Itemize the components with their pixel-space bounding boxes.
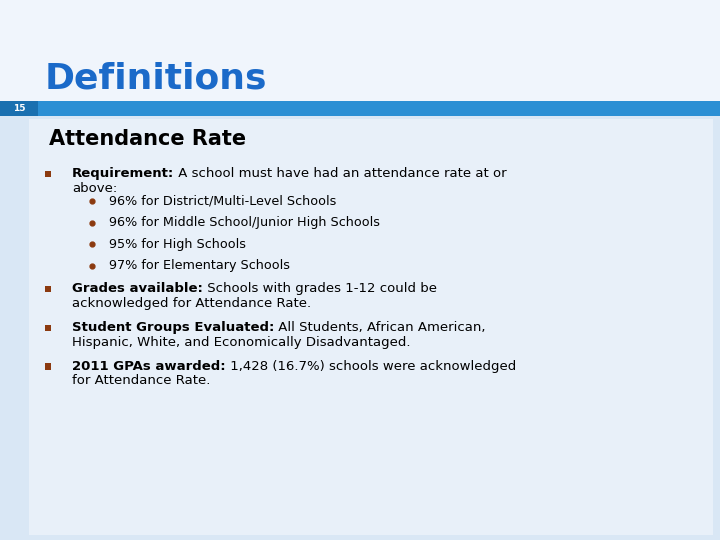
Text: A school must have had an attendance rate at or: A school must have had an attendance rat… xyxy=(174,167,507,180)
Text: Grades available:: Grades available: xyxy=(72,282,203,295)
Text: 95% for High Schools: 95% for High Schools xyxy=(109,238,246,251)
Text: 96% for District/Multi-Level Schools: 96% for District/Multi-Level Schools xyxy=(109,194,337,207)
Bar xyxy=(0,0,720,108)
Text: Student Groups Evaluated:: Student Groups Evaluated: xyxy=(72,321,274,334)
Text: above:: above: xyxy=(72,181,117,194)
Text: All Students, African American,: All Students, African American, xyxy=(274,321,486,334)
Bar xyxy=(45,325,51,331)
Bar xyxy=(0,108,720,540)
Bar xyxy=(29,119,713,535)
Text: for Attendance Rate.: for Attendance Rate. xyxy=(72,374,210,387)
Text: 96% for Middle School/Junior High Schools: 96% for Middle School/Junior High School… xyxy=(109,216,380,229)
Text: 15: 15 xyxy=(13,104,25,113)
Text: Attendance Rate: Attendance Rate xyxy=(49,129,246,150)
Bar xyxy=(45,286,51,292)
Text: Requirement:: Requirement: xyxy=(72,167,174,180)
Text: acknowledged for Attendance Rate.: acknowledged for Attendance Rate. xyxy=(72,296,311,309)
Bar xyxy=(45,171,51,177)
Text: Definitions: Definitions xyxy=(45,62,267,95)
Bar xyxy=(45,363,51,370)
Text: 2011 GPAs awarded:: 2011 GPAs awarded: xyxy=(72,360,225,373)
Text: Hispanic, White, and Economically Disadvantaged.: Hispanic, White, and Economically Disadv… xyxy=(72,335,410,348)
Bar xyxy=(0,101,720,116)
Text: 97% for Elementary Schools: 97% for Elementary Schools xyxy=(109,259,290,272)
Text: 1,428 (16.7%) schools were acknowledged: 1,428 (16.7%) schools were acknowledged xyxy=(225,360,516,373)
Bar xyxy=(0,101,38,116)
Text: Schools with grades 1-12 could be: Schools with grades 1-12 could be xyxy=(203,282,437,295)
